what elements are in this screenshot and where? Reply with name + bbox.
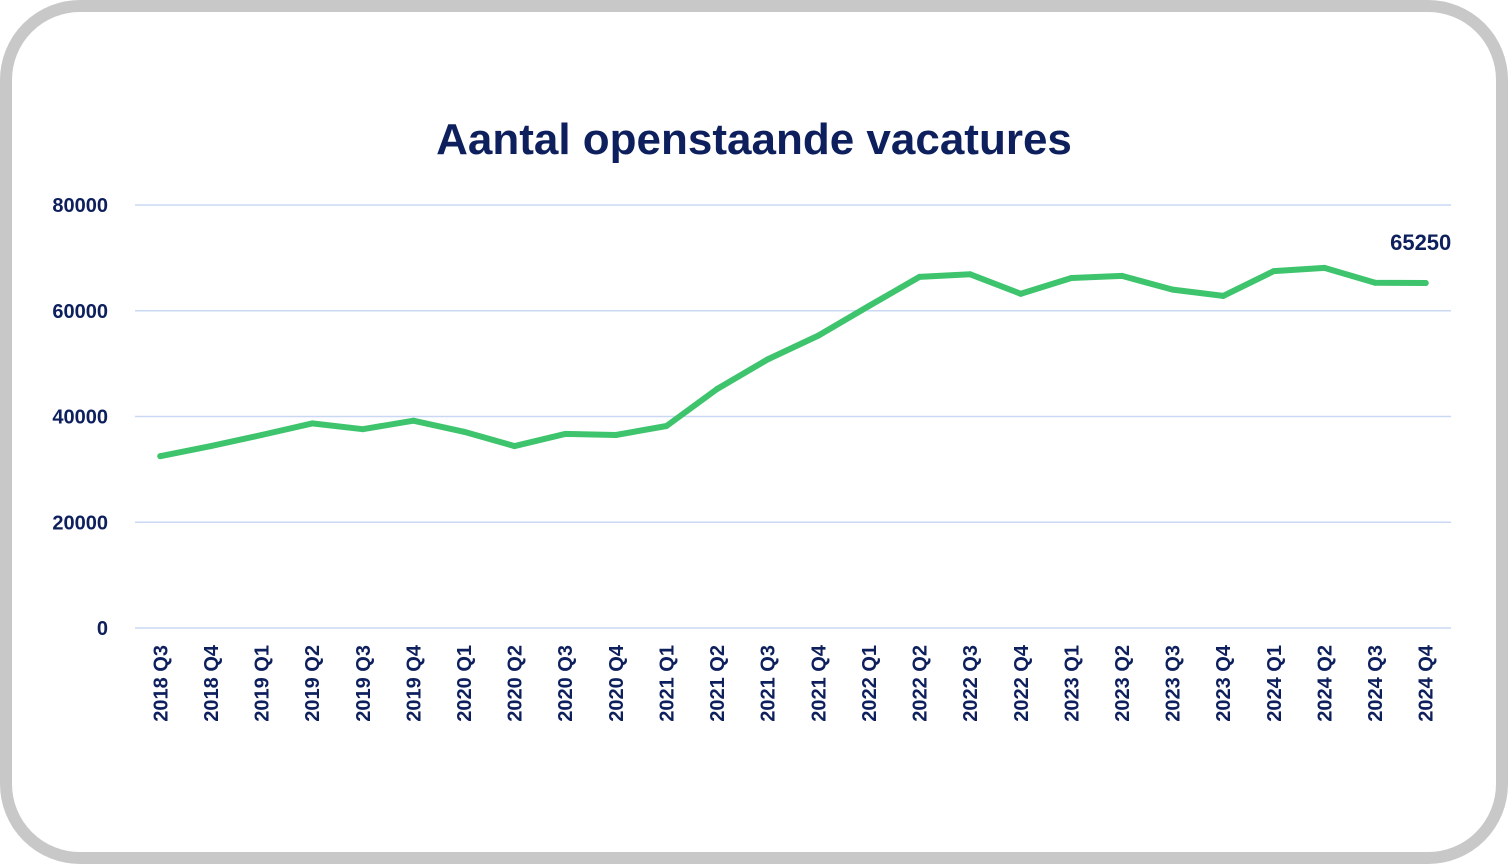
data-labels: 65250 [1390,230,1451,255]
data-point [764,356,771,363]
data-point [1270,268,1277,275]
x-tick-label: 2022 Q2 [910,645,932,722]
x-tick-label: 2024 Q4 [1416,644,1438,722]
data-point [612,432,619,439]
y-tick-label: 60000 [52,301,108,323]
series-line [157,264,1429,460]
data-point [865,302,872,309]
x-tick-label: 2020 Q2 [505,645,527,722]
x-tick-label: 2022 Q3 [960,645,982,722]
x-tick-label: 2018 Q3 [150,645,172,722]
x-tick-label: 2024 Q2 [1314,645,1336,722]
data-point [1119,272,1125,279]
x-tick-label: 2020 Q4 [606,644,628,722]
x-tick-label: 2019 Q1 [252,645,274,722]
data-point [258,432,265,439]
x-tick-label: 2020 Q3 [555,645,577,722]
x-tick-label: 2021 Q1 [656,645,678,722]
data-point [1068,274,1075,281]
x-tick-label: 2021 Q4 [808,644,830,722]
data-point [157,453,164,460]
data-point [815,332,822,339]
data-point [1169,286,1176,293]
data-point [967,271,974,278]
y-tick-label: 80000 [52,195,108,217]
chart-title: Aantal openstaande vacatures [436,115,1072,164]
y-axis-ticks: 0 20000 40000 60000 80000 [52,195,108,640]
data-point [410,417,417,424]
data-point [359,426,366,433]
series-layer [157,264,1429,460]
y-tick-label: 40000 [52,407,108,429]
data-point [1422,279,1429,286]
x-tick-label: 2021 Q3 [758,645,780,722]
data-point [1017,290,1024,297]
data-point [562,430,569,437]
x-tick-label: 2019 Q2 [302,645,324,722]
x-tick-label: 2019 Q4 [403,644,425,722]
x-tick-label: 2023 Q2 [1112,645,1134,722]
data-point [1220,292,1227,299]
x-tick-label: 2019 Q3 [353,645,375,722]
y-tick-label: 0 [97,618,108,640]
y-tick-label: 20000 [52,512,108,534]
x-tick-label: 2023 Q3 [1163,645,1185,722]
data-point [309,420,316,427]
x-axis-ticks: 2018 Q3 2018 Q4 2019 Q1 2019 Q2 2019 Q3 2019 … [150,644,1437,722]
data-point [916,273,923,280]
data-point [511,443,518,450]
data-label: 65250 [1390,230,1451,255]
data-point [461,428,467,435]
x-tick-label: 2020 Q1 [454,645,476,722]
data-point [714,386,721,393]
x-tick-label: 2022 Q1 [859,645,881,722]
x-tick-label: 2024 Q1 [1264,645,1286,722]
x-tick-label: 2023 Q4 [1213,644,1235,722]
data-point [1321,264,1328,271]
x-tick-label: 2023 Q1 [1061,645,1083,722]
data-point [207,443,214,450]
x-tick-label: 2018 Q4 [201,644,223,722]
x-tick-label: 2021 Q2 [707,645,729,722]
data-point [663,423,670,430]
x-tick-label: 2022 Q4 [1011,644,1033,722]
data-point [1372,279,1379,286]
x-tick-label: 2024 Q3 [1365,645,1387,722]
gridlines [135,204,1451,629]
